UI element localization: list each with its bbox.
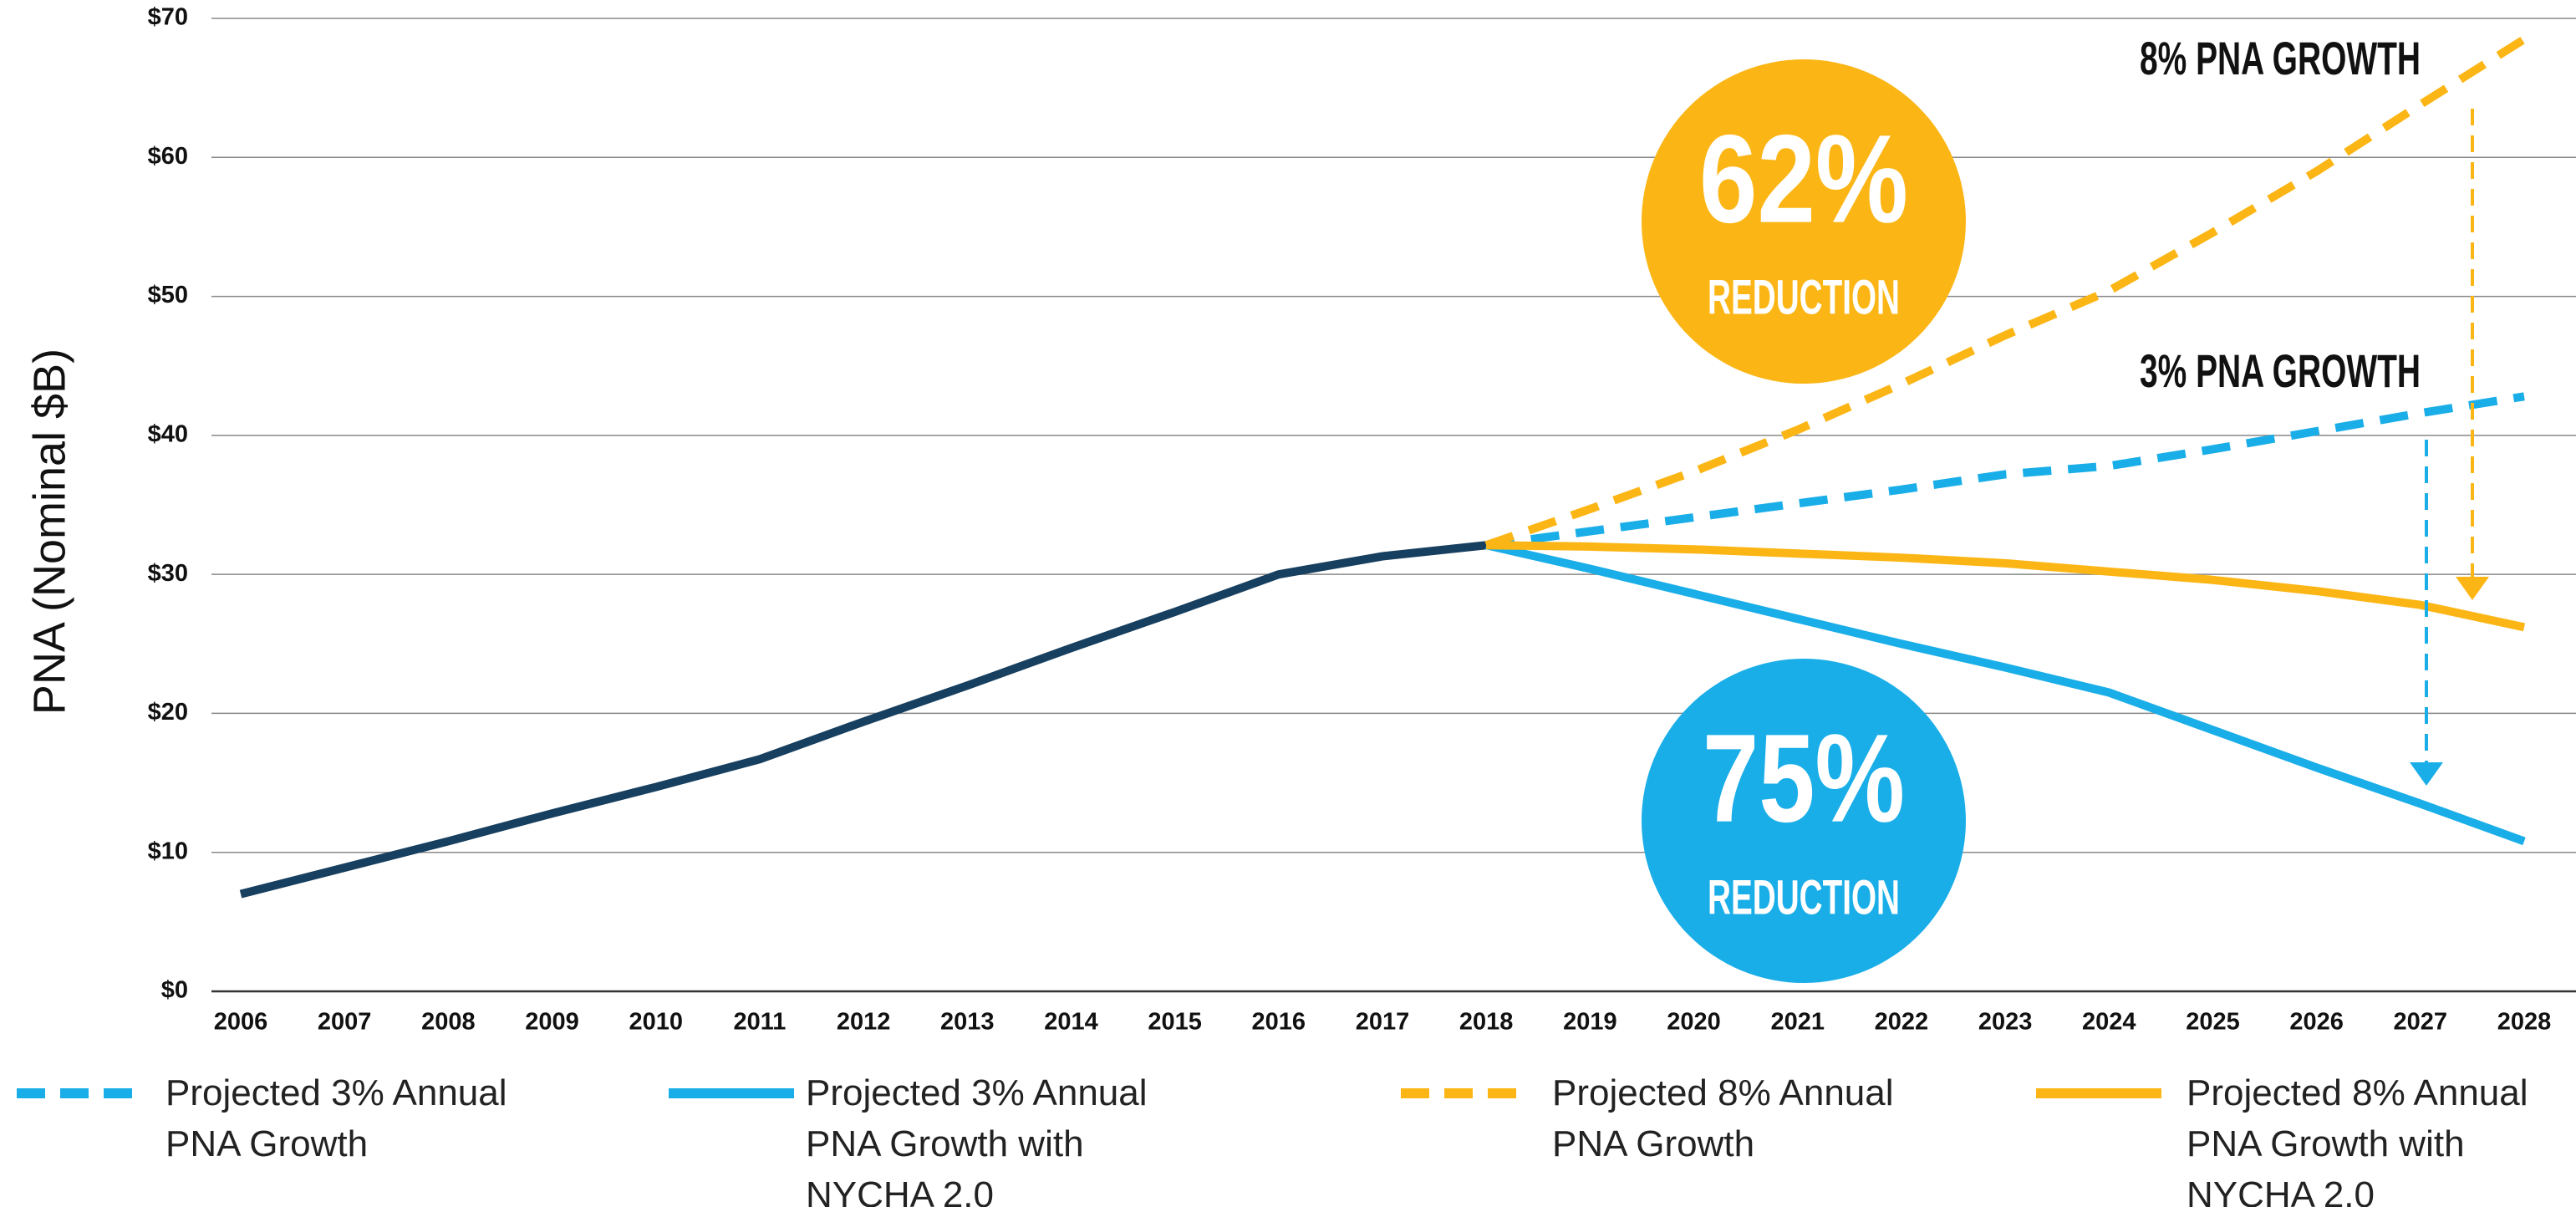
x-tick-label: 2027 (2394, 1009, 2448, 1036)
x-tick-label: 2008 (421, 1009, 476, 1036)
legend-label: Projected 3% Annual PNA Growth with NYCH… (806, 1072, 1148, 1207)
y-tick-label: $50 (148, 282, 188, 308)
x-tick-label: 2026 (2289, 1009, 2344, 1036)
legend-label: Projected 3% Annual PNA Growth (165, 1072, 507, 1164)
callout-circle (1642, 659, 1966, 983)
series-line (1485, 392, 2525, 550)
x-tick-label: 2013 (940, 1009, 995, 1036)
arrow-head (2456, 577, 2489, 600)
series-line (1485, 541, 2526, 846)
x-tick-label: 2018 (1459, 1009, 1514, 1036)
x-tick-label: 2009 (525, 1009, 579, 1036)
callout-circle (1642, 59, 1966, 384)
x-tick-label: 2017 (1356, 1009, 1410, 1036)
annotation: REDUCTION (1708, 270, 1900, 324)
x-tick-label: 2011 (733, 1009, 786, 1036)
y-tick-label: $0 (161, 977, 188, 1004)
x-tick-label: 2028 (2497, 1009, 2552, 1036)
x-tick-label: 2012 (837, 1009, 891, 1036)
y-tick-label: $10 (148, 838, 188, 864)
y-tick-label: $30 (148, 560, 188, 587)
annotation: 3% PNA GROWTH (2140, 344, 2421, 397)
x-tick-label: 2006 (214, 1009, 268, 1036)
y-axis-label: PNA (Nominal $B) (24, 349, 74, 715)
x-tick-label: 2019 (1563, 1009, 1617, 1036)
x-tick-label: 2023 (1978, 1009, 2033, 1036)
annotation: 8% PNA GROWTH (2140, 32, 2421, 84)
y-tick-label: $20 (148, 699, 188, 726)
x-tick-label: 2022 (1875, 1009, 1929, 1036)
x-tick-label: 2025 (2186, 1009, 2240, 1036)
annotation: 75% (1703, 708, 1905, 848)
x-tick-label: 2016 (1252, 1009, 1306, 1036)
y-tick-label: $60 (148, 143, 188, 170)
y-tick-label: $70 (148, 4, 188, 31)
annotation: 62% (1699, 109, 1908, 249)
y-tick-label: $40 (148, 421, 188, 448)
series-line (1486, 541, 2526, 632)
series-line (239, 541, 1487, 899)
x-tick-label: 2021 (1770, 1009, 1825, 1036)
x-tick-label: 2007 (318, 1009, 372, 1036)
x-tick-label: 2010 (629, 1009, 683, 1036)
legend-label: Projected 8% Annual PNA Growth (1552, 1072, 1894, 1164)
legend-label: Projected 8% Annual PNA Growth with NYCH… (2187, 1072, 2528, 1207)
x-tick-label: 2014 (1044, 1009, 1098, 1036)
series-line (1484, 35, 2527, 549)
arrow-head (2410, 762, 2443, 786)
annotation: REDUCTION (1708, 870, 1900, 924)
x-tick-label: 2020 (1667, 1009, 1721, 1036)
x-tick-label: 2015 (1148, 1009, 1202, 1036)
x-tick-label: 2024 (2082, 1009, 2136, 1036)
